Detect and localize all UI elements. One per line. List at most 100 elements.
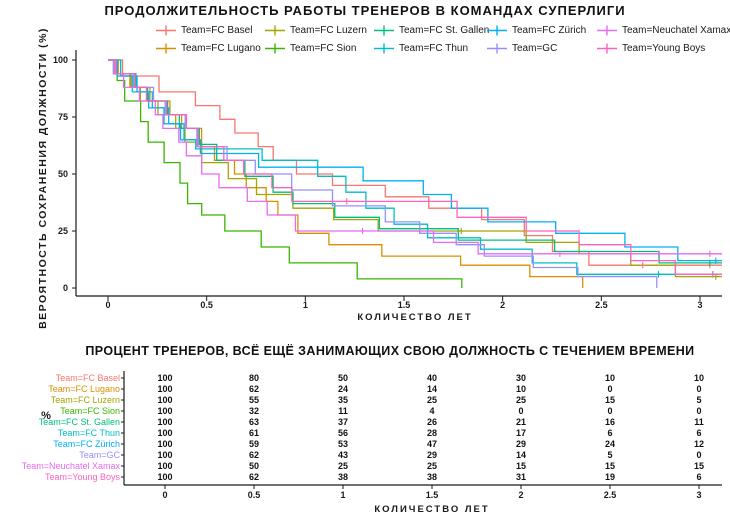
legend-plus-marker-icon: [156, 43, 176, 54]
censor-mark: [655, 271, 662, 278]
censor-mark: [706, 259, 714, 267]
legend-item: Team=Neuchatel Xamax: [597, 25, 730, 36]
table-row-label: Team=FC Thun: [58, 428, 120, 438]
table-cell-value: 100: [157, 373, 172, 383]
table-cell-value: 26: [427, 417, 437, 427]
y-tick-label: 0: [63, 283, 68, 293]
table-cell-value: 25: [516, 395, 526, 405]
legend-item-label: Team=FC Thun: [399, 43, 469, 54]
table-cell-value: 14: [516, 450, 526, 460]
x-tick-label: 0.5: [200, 300, 213, 310]
chart-axes: 100 75 50 25 0 0 0.5 1 1.5 2 2.5 3 КОЛИЧЕСТВО ЛЕТ ВЕР…: [37, 27, 722, 329]
y-tick-label: 75: [58, 112, 68, 122]
y-tick-label: 100: [53, 55, 68, 65]
table-row-label: Team=FC Basel: [56, 373, 120, 383]
table-cell-value: 21: [516, 417, 526, 427]
table-x-tick-label: 3: [696, 490, 701, 500]
x-tick-label: 1: [303, 300, 308, 310]
table-cell-value: 100: [157, 428, 172, 438]
table-cell-value: 61: [249, 428, 259, 438]
table-cell-value: 0: [518, 406, 523, 416]
table-row-label: Team=FC Luzern: [51, 395, 120, 405]
legend-plus-marker-icon: [156, 25, 176, 36]
table-cell-value: 50: [249, 461, 259, 471]
table-row-label: Team=FC St. Gallen: [39, 417, 120, 427]
table-cell-value: 47: [427, 439, 437, 449]
table-cell-value: 55: [249, 395, 259, 405]
table-cell-value: 0: [607, 406, 612, 416]
chart-title: ПРОДОЛЖИТЕЛЬНОСТЬ РАБОТЫ ТРЕНЕРОВ В КОМА…: [104, 3, 626, 18]
legend-item-label: Team=FC Basel: [181, 25, 253, 36]
table-cell-value: 59: [249, 439, 259, 449]
table-row-label: Team=Young Boys: [45, 472, 120, 482]
censor-mark: [712, 257, 719, 264]
table-cell-value: 4: [429, 406, 434, 416]
table-cell-value: 15: [516, 461, 526, 471]
legend-item: Team=FC St. Gallen: [374, 25, 489, 36]
legend-plus-marker-icon: [597, 43, 617, 54]
table-cell-value: 19: [605, 472, 615, 482]
legend-item-label: Team=FC Sion: [290, 43, 357, 54]
table-cell-value: 38: [427, 472, 437, 482]
x-tick-label: 2.5: [595, 300, 608, 310]
table-cell-value: 53: [338, 439, 348, 449]
x-tick-label: 3: [697, 300, 702, 310]
table-cell-value: 25: [427, 395, 437, 405]
legend-plus-marker-icon: [374, 25, 394, 36]
survival-curve-team-fc-st-gallen: [108, 59, 722, 264]
censor-mark: [639, 262, 646, 269]
survival-curve-team-gc: [108, 59, 658, 288]
censor-mark: [709, 271, 717, 278]
censor-mark: [655, 250, 662, 257]
table-cell-value: 37: [338, 417, 348, 427]
legend-item: Team=FC Basel: [156, 25, 252, 36]
table-cell-value: 0: [696, 384, 701, 394]
table-cell-value: 5: [607, 450, 612, 460]
table-cell-value: 24: [605, 439, 615, 449]
legend-item-label: Team=FC Luzern: [290, 25, 367, 36]
survival-curve-team-fc-luzern: [108, 59, 722, 278]
legend-plus-marker-icon: [374, 43, 394, 54]
legend-item: Team=FC Zürich: [487, 25, 586, 36]
table-cell-value: 100: [157, 461, 172, 471]
table-cell-value: 15: [605, 461, 615, 471]
legend-item: Team=Young Boys: [597, 43, 705, 54]
legend-item: Team=FC Sion: [265, 43, 356, 54]
table-cell-value: 25: [338, 461, 348, 471]
y-axis-title: ВЕРОЯТНОСТЬ СОХРАНЕНИЯ ДОЛЖНОСТИ (%): [37, 27, 49, 329]
table-cell-value: 30: [516, 373, 526, 383]
censor-mark: [458, 227, 465, 235]
legend-plus-marker-icon: [265, 25, 285, 36]
censor-mark: [359, 227, 366, 235]
table-row-label: Team=FC Lugano: [48, 384, 120, 394]
legend-item: Team=FC Lugano: [156, 43, 261, 54]
legend-item-label: Team=GC: [512, 43, 558, 54]
table-x-tick-label: 1: [340, 490, 345, 500]
table-cell-value: 11: [338, 406, 348, 416]
table-cell-value: 15: [694, 461, 704, 471]
table-cell-value: 11: [694, 417, 704, 427]
table-row-label: Team=FC Sion: [60, 406, 120, 416]
table-cell-value: 24: [338, 384, 348, 394]
survival-curve-team-young-boys: [108, 59, 722, 275]
table-cell-value: 100: [157, 384, 172, 394]
table-cell-value: 62: [249, 384, 259, 394]
table-cell-value: 100: [157, 395, 172, 405]
table-cell-value: 35: [338, 395, 348, 405]
table-cell-value: 29: [427, 450, 437, 460]
table-cell-value: 25: [427, 461, 437, 471]
censor-mark: [706, 250, 714, 257]
legend-plus-marker-icon: [487, 43, 507, 54]
legend-item: Team=FC Luzern: [265, 25, 367, 36]
table-cell-value: 10: [516, 384, 526, 394]
legend-item-label: Team=Young Boys: [622, 43, 706, 54]
table-cell-value: 0: [696, 406, 701, 416]
table-cell-value: 14: [427, 384, 437, 394]
table-cell-value: 0: [696, 450, 701, 460]
table-cell-value: 17: [516, 428, 526, 438]
table-cell-value: 100: [157, 450, 172, 460]
table-cell-value: 12: [694, 439, 704, 449]
table-cell-value: 10: [694, 373, 704, 383]
survival-curve-team-fc-basel: [108, 59, 722, 266]
